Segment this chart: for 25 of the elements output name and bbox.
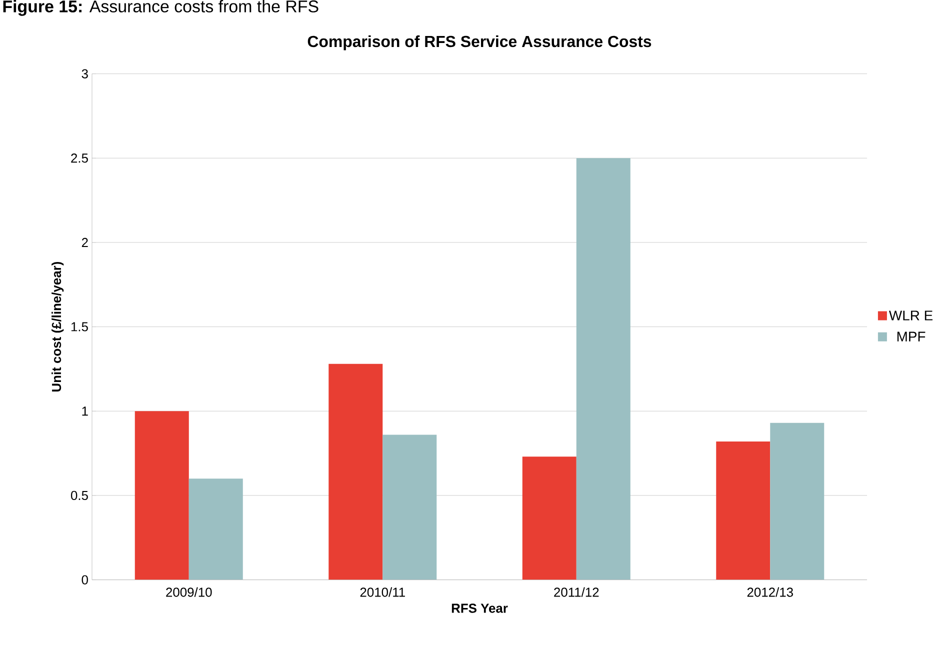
y-tick-label: 0 <box>82 575 88 584</box>
legend-label: WLR E <box>889 310 933 320</box>
y-tick-label: 3 <box>82 69 88 78</box>
y-tick-label: 0.5 <box>70 490 88 500</box>
bar <box>716 442 770 580</box>
bar <box>328 364 383 580</box>
y-tick-label: 1.5 <box>71 322 88 332</box>
y-tick-label: 2.5 <box>71 154 88 163</box>
chart-title: Comparison of RFS Service Assurance Costs <box>308 36 652 50</box>
text: Figure 15: Assurance costs from the RFS <box>3 0 318 16</box>
bar <box>188 478 243 580</box>
bar <box>134 411 189 580</box>
legend-label: MPF <box>897 332 926 342</box>
bar <box>770 423 824 580</box>
bar <box>576 158 630 580</box>
y-tick-label: 2 <box>82 238 88 248</box>
x-tick-label: 2009/10 <box>166 587 212 597</box>
x-axis-title: RFS Year <box>452 604 508 613</box>
x-tick-label: 2012/13 <box>747 587 793 597</box>
x-tick-label: 2010/11 <box>360 587 405 597</box>
y-tick-label: 1 <box>82 406 88 416</box>
y-axis-title: Unit cost (£/line/year) <box>52 262 64 392</box>
bar <box>522 456 576 580</box>
bar <box>382 434 437 580</box>
x-tick-label: 2011/12 <box>554 587 599 597</box>
